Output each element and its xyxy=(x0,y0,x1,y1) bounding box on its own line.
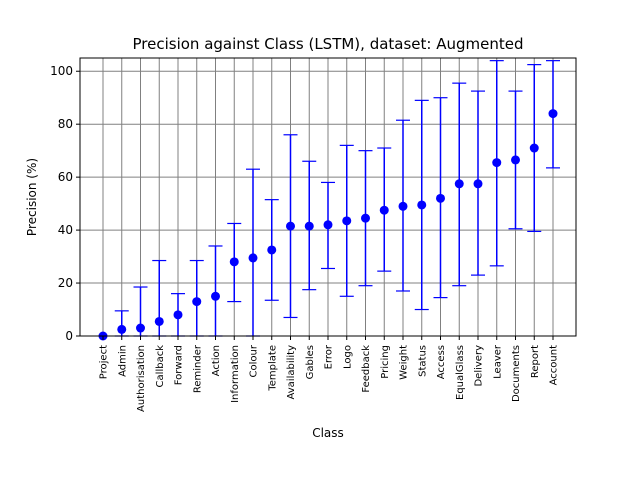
data-point xyxy=(173,310,183,320)
y-tick-label: 60 xyxy=(58,170,73,184)
x-tick-label: Weight xyxy=(399,345,410,380)
data-point xyxy=(417,200,427,210)
data-point xyxy=(248,253,258,263)
x-tick-label: Template xyxy=(267,345,278,392)
data-point xyxy=(267,245,277,255)
data-point xyxy=(379,205,389,215)
x-axis-label: Class xyxy=(312,426,344,440)
x-tick-label: Gables xyxy=(305,345,316,379)
data-point xyxy=(361,213,370,223)
x-tick-label: Feedback xyxy=(361,345,372,393)
x-tick-label: Authorisation xyxy=(136,345,147,412)
data-point xyxy=(398,201,408,211)
data-point xyxy=(473,179,483,189)
data-point xyxy=(342,216,352,226)
data-point xyxy=(492,158,502,168)
data-point xyxy=(154,316,164,326)
y-tick-label: 20 xyxy=(58,276,73,290)
error-bars xyxy=(114,60,560,337)
data-point xyxy=(229,257,239,267)
data-point xyxy=(548,109,558,119)
x-tick-label: Availability xyxy=(286,345,297,400)
x-tick-label: Forward xyxy=(174,345,185,385)
x-tick-label: Admin xyxy=(117,345,128,377)
data-point xyxy=(304,221,314,231)
x-tick-label: Account xyxy=(549,345,560,385)
data-point xyxy=(323,220,333,230)
data-point xyxy=(436,193,445,203)
x-tick-label: Pricing xyxy=(380,345,391,379)
x-tick-label: Delivery xyxy=(474,345,485,387)
data-point xyxy=(511,155,520,165)
data-point xyxy=(529,143,539,153)
x-tick-label: Documents xyxy=(511,345,522,402)
x-tick-label: Colour xyxy=(249,344,260,377)
data-point xyxy=(286,221,295,231)
data-point xyxy=(117,324,127,334)
x-tick-label: Action xyxy=(211,345,222,376)
x-tick-label: Reminder xyxy=(192,344,203,393)
data-point xyxy=(192,297,202,307)
x-axis-ticks: Project Admin Authorisation Callback Forward… xyxy=(99,336,560,412)
y-tick-label: 0 xyxy=(65,329,73,343)
x-tick-label: Leaver xyxy=(492,344,503,379)
x-tick-label: Callback xyxy=(155,345,166,388)
x-tick-label: Logo xyxy=(342,345,353,369)
data-point xyxy=(136,323,145,333)
y-axis-ticks: 0 20 40 60 80 100 xyxy=(50,64,80,343)
x-tick-label: Information xyxy=(230,345,241,403)
x-tick-label: EqualGlass xyxy=(455,345,466,400)
chart-title: Precision against Class (LSTM), dataset:… xyxy=(133,35,524,53)
data-point xyxy=(211,291,220,301)
y-axis-label: Precision (%) xyxy=(25,158,39,236)
y-tick-label: 80 xyxy=(58,117,73,131)
x-tick-label: Status xyxy=(417,345,428,377)
x-tick-label: Access xyxy=(436,345,447,379)
data-point xyxy=(454,179,464,189)
x-tick-label: Report xyxy=(530,345,541,378)
y-tick-label: 100 xyxy=(50,64,73,78)
x-tick-label: Error xyxy=(324,344,335,369)
y-tick-label: 40 xyxy=(58,223,73,237)
x-tick-label: Project xyxy=(99,345,110,379)
